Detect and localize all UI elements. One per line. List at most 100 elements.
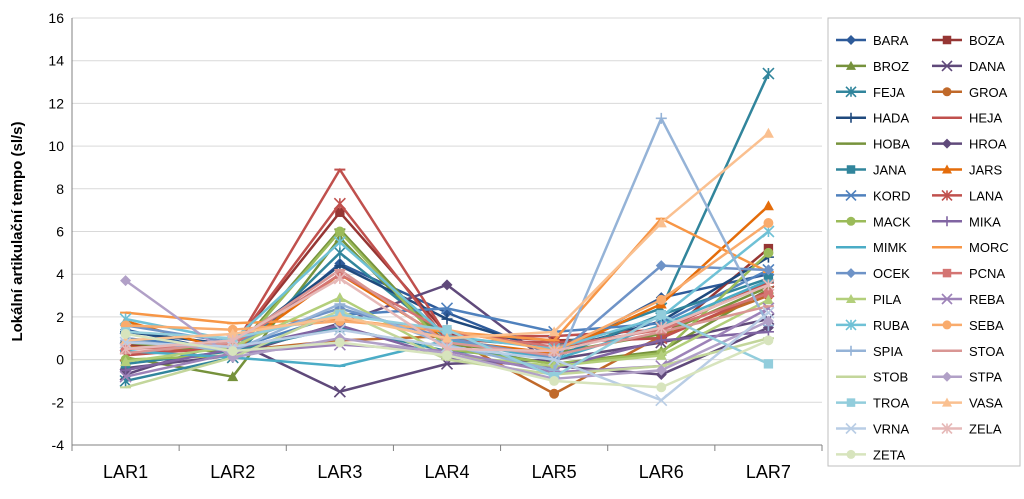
series-zeta [120,329,774,393]
legend-label: JARS [969,163,1003,178]
legend-item-pila: PILA [836,292,902,307]
legend-item-ruba: RUBA [836,318,909,333]
data-point [846,35,856,45]
y-tick-label: 0 [56,352,64,368]
data-point [942,397,952,407]
y-tick-label: 16 [48,10,64,26]
data-point [762,127,774,138]
axes [71,18,823,451]
legend-label: HROA [969,137,1007,152]
legend-item-vasa: VASA [932,396,1003,411]
x-tick-label: LAR1 [103,462,148,482]
data-point [334,337,345,348]
data-point [846,268,856,279]
legend-label: HOBA [873,137,910,152]
legend-label: STOA [969,344,1004,359]
data-point [942,371,952,382]
x-category-labels: LAR1 LAR2 LAR3 LAR4 LAR5 LAR6 LAR7 [103,462,791,482]
data-point [335,207,345,217]
data-point [762,278,775,291]
data-point [762,306,775,319]
legend-item-jana: JANA [836,163,907,178]
data-point [548,326,560,337]
y-tick-label: -4 [52,437,65,453]
data-point [656,382,667,393]
legend-item-stoa: STOA [932,344,1004,359]
legend-label: MORC [969,240,1009,255]
data-point [655,321,668,334]
data-point [334,298,346,310]
data-point [941,293,953,305]
data-point [333,246,346,259]
data-point [655,394,668,407]
data-point [942,268,952,278]
legend-item-seba: SEBA [932,318,1004,333]
legend-item-zela: ZELA [932,422,1002,437]
data-point [119,370,132,383]
data-point [845,422,857,435]
data-point [762,294,774,305]
legend-label: LANA [969,188,1003,203]
legend-item-mimk: MIMK [836,240,907,255]
legend-label: VASA [969,396,1003,411]
legend-item-lana: LANA [932,188,1003,203]
data-point [226,334,239,347]
data-point [441,332,453,343]
legend-item-zeta: ZETA [836,447,906,462]
legend-item-morc: MORC [932,240,1009,255]
data-point [942,138,952,149]
data-point [655,112,667,124]
legend-item-kord: KORD [836,188,911,203]
y-tick-label: 2 [56,309,64,325]
legend-label: VRNA [873,422,909,437]
x-tick-label: LAR2 [210,462,255,482]
data-point [655,334,667,346]
data-point [227,346,238,357]
data-point [333,236,346,249]
data-point [846,449,856,459]
data-point [762,67,775,80]
data-point [846,60,856,70]
data-point [846,345,856,356]
legend-label: MIMK [873,240,907,255]
x-tick-label: LAR7 [746,462,791,482]
data-point [119,342,132,355]
legend-label: OCEK [873,266,910,281]
data-point [442,325,452,335]
legend: BARA BOZA BROZ DANA FEJA GROA HADA HEJA HOBA HROA… [836,33,1009,462]
data-point [845,189,857,201]
data-point [941,189,953,201]
legend-label: STOB [873,370,908,385]
data-point [942,216,952,227]
legend-label: HADA [873,111,909,126]
legend-label: HEJA [969,111,1003,126]
legend-label: ZETA [873,447,906,462]
legend-label: SEBA [969,318,1004,333]
legend-label: RUBA [873,318,909,333]
data-point [333,323,346,336]
legend-item-stob: STOB [836,370,908,385]
legend-item-jars: JARS [932,163,1003,178]
legend-label: SPIA [873,344,903,359]
legend-item-heja: HEJA [932,111,1003,126]
data-point [227,328,239,339]
x-tick-label: LAR6 [639,462,684,482]
legend-item-reba: REBA [932,292,1005,307]
data-point [846,216,856,226]
y-tick-labels: -4 -2 0 2 4 6 8 10 12 14 16 [48,10,64,453]
legend-label: FEJA [873,85,905,100]
data-point [845,319,857,331]
data-point [763,218,774,228]
legend-label: PCNA [969,266,1005,281]
data-point [227,371,239,382]
legend-item-feja: FEJA [836,85,905,100]
data-point [942,164,952,174]
legend-label: GROA [969,85,1008,100]
data-point [655,364,667,376]
legend-item-mack: MACK [836,214,911,229]
data-point [941,422,953,435]
data-point [549,388,560,399]
legend-label: REBA [969,292,1005,307]
legend-item-dana: DANA [932,59,1005,74]
